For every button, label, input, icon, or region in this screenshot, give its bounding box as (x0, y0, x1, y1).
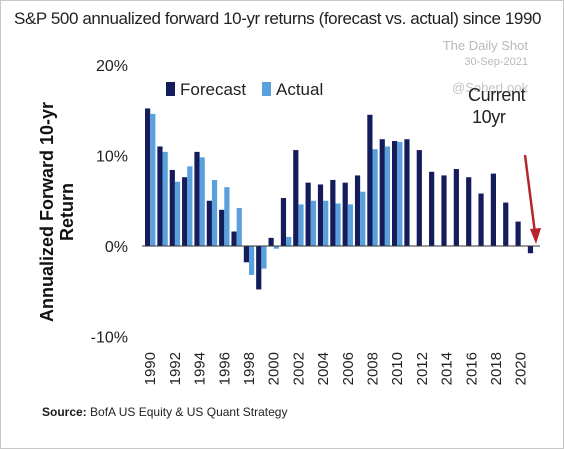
actual-bar (372, 149, 378, 246)
x-tick-label: 1994 (192, 352, 209, 385)
actual-bar (347, 204, 353, 246)
x-tick-label: 2006 (340, 352, 357, 385)
actual-bar (162, 151, 168, 246)
chart-title: S&P 500 annualized forward 10-yr returns… (14, 9, 542, 28)
actual-bar (298, 204, 304, 246)
x-tick-label: 2012 (414, 352, 431, 385)
actual-bar (211, 179, 218, 246)
x-tick-label: 2016 (463, 352, 480, 385)
legend-forecast-swatch (166, 82, 175, 96)
y-tick-label: 10% (96, 149, 128, 166)
forecast-bar (503, 202, 509, 246)
forecast-bar (404, 139, 410, 246)
forecast-bar (490, 173, 496, 246)
current-annotation: Current 10yr (468, 84, 526, 128)
forecast-bar (157, 146, 163, 246)
x-tick-label: 2002 (290, 352, 307, 385)
forecast-bar (527, 246, 534, 254)
forecast-bar (466, 177, 472, 246)
x-tick-label: 2014 (439, 352, 456, 385)
forecast-bar (416, 150, 422, 246)
actual-bar (187, 166, 193, 246)
forecast-bar (392, 141, 398, 246)
x-tick-label: 2018 (488, 352, 505, 385)
forecast-bar (342, 182, 348, 246)
forecast-bar (219, 209, 225, 246)
forecast-bar (515, 221, 521, 246)
actual-bar (249, 246, 255, 275)
legend-actual-label: Actual (276, 80, 323, 99)
current-annotation-line1: Current (468, 85, 526, 105)
forecast-bar (441, 175, 447, 246)
forecast-bar (182, 177, 188, 246)
actual-bar (174, 181, 181, 246)
actual-bar (236, 207, 242, 246)
legend-forecast-label: Forecast (180, 80, 246, 99)
forecast-bar (478, 193, 484, 246)
forecast-bar (367, 114, 373, 247)
source-label: Source: (42, 405, 87, 419)
forecast-bar (305, 182, 311, 246)
current-arrow-shaft (523, 154, 537, 234)
forecast-bar (293, 150, 299, 246)
forecast-bar (317, 184, 324, 246)
actual-bar (335, 203, 341, 246)
x-tick-label: 1998 (241, 352, 258, 385)
actual-bar (310, 200, 316, 246)
legend-actual-swatch (262, 82, 271, 96)
x-tick-label: 2004 (315, 352, 332, 385)
forecast-bar (256, 246, 262, 290)
watermark-handle: @SoberLook (452, 80, 529, 95)
forecast-bar (268, 237, 274, 246)
current-arrow-head (530, 228, 541, 244)
actual-bar (384, 146, 391, 246)
actual-bar (150, 113, 156, 247)
forecast-bar (330, 179, 336, 246)
watermark-name: The Daily Shot (442, 38, 528, 53)
x-tick-label: 2010 (389, 352, 406, 385)
actual-bar (286, 236, 292, 246)
forecast-bar (231, 231, 237, 246)
actual-bar (323, 200, 329, 246)
x-tick-label: 2008 (365, 352, 382, 385)
forecast-bar (453, 169, 459, 246)
source-note: Source: BofA US Equity & US Quant Strate… (42, 405, 287, 419)
source-text: BofA US Equity & US Quant Strategy (90, 405, 288, 419)
forecast-bar (429, 171, 435, 246)
x-tick-label: 1990 (142, 352, 159, 385)
forecast-bar (206, 200, 212, 246)
y-tick-label: 0% (105, 239, 128, 256)
x-tick-label: 2000 (266, 352, 283, 385)
y-tick-label: -10% (91, 330, 128, 347)
x-tick-label: 1996 (216, 352, 233, 385)
actual-bar (360, 191, 366, 246)
forecast-bar (280, 198, 287, 246)
actual-bar (261, 246, 267, 269)
actual-bar (273, 246, 279, 249)
x-tick-label: 2020 (513, 352, 530, 385)
actual-bar (224, 187, 230, 246)
watermark-date: 30-Sep-2021 (464, 56, 528, 68)
forecast-bar (145, 108, 151, 246)
y-tick-label: 20% (96, 58, 128, 75)
actual-bar (397, 141, 403, 246)
actual-bar (199, 157, 205, 246)
forecast-bar (243, 246, 249, 263)
x-tick-label: 1992 (167, 352, 184, 385)
current-annotation-line2: 10yr (472, 107, 506, 127)
forecast-bar (169, 169, 175, 246)
forecast-bar (379, 139, 385, 246)
forecast-bar (354, 175, 361, 246)
forecast-bar (194, 151, 200, 246)
